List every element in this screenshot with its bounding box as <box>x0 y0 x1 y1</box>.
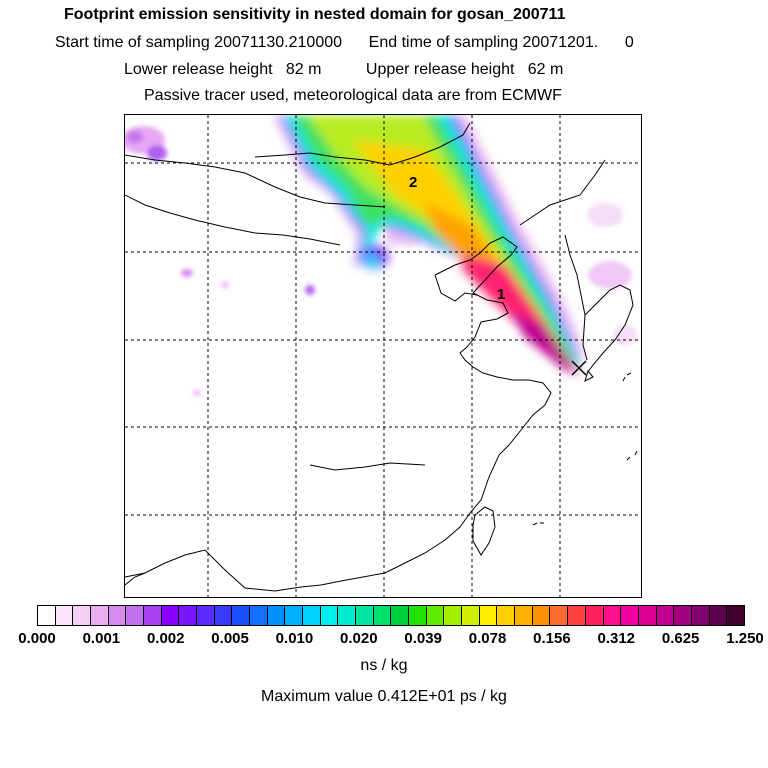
colorbar-tick-label: 0.156 <box>533 630 571 647</box>
colorbar-segment <box>338 606 357 625</box>
colorbar-segment <box>232 606 251 625</box>
colorbar-segment <box>462 606 480 625</box>
x-marker <box>571 360 587 376</box>
colorbar-segment <box>320 606 339 625</box>
colorbar-tick-label: 0.020 <box>340 630 378 647</box>
colorbar-tick-label: 0.000 <box>18 630 56 647</box>
colorbar-segment <box>285 606 304 625</box>
colorbar-segment <box>55 606 74 625</box>
colorbar-segment <box>426 606 445 625</box>
colorbar-segment <box>303 606 321 625</box>
release-heights: Lower release height 82 m Upper release … <box>124 61 564 78</box>
map-title: Footprint emission sensitivity in nested… <box>64 6 566 23</box>
colorbar-segment <box>38 606 56 625</box>
colorbar-segment <box>515 606 533 625</box>
colorbar-tick-label: 1.250 <box>726 630 764 647</box>
colorbar-unit: ns / kg <box>360 657 408 674</box>
colorbar-segment <box>126 606 145 625</box>
colorbar-segment <box>214 606 233 625</box>
footprint-plume <box>273 115 587 373</box>
label-1: 1 <box>497 286 505 303</box>
colorbar-tick-label: 0.001 <box>82 630 121 647</box>
colorbar-tick-label: 0.002 <box>146 630 185 647</box>
colorbar <box>37 605 745 626</box>
colorbar-tick-label: 0.005 <box>211 630 249 647</box>
colorbar-tick-label: 0.078 <box>468 630 507 647</box>
tracer-info: Passive tracer used, meteorological data… <box>144 87 562 104</box>
colorbar-segment <box>444 606 463 625</box>
colorbar-segment <box>391 606 410 625</box>
sampling-times: Start time of sampling 20071130.210000 E… <box>55 34 634 51</box>
gridlines <box>125 115 641 597</box>
colorbar-segment <box>108 606 127 625</box>
colorbar-tick-label: 0.039 <box>404 630 442 647</box>
colorbar-segment <box>373 606 392 625</box>
colorbar-segment <box>179 606 198 625</box>
colorbar-segment <box>267 606 286 625</box>
colorbar-tick-label: 0.010 <box>275 630 314 647</box>
maximum-value: Maximum value 0.412E+01 ps / kg <box>261 688 507 705</box>
colorbar-segment <box>479 606 498 625</box>
colorbar-segment <box>638 606 657 625</box>
footprint-map: 1 2 <box>124 114 642 598</box>
colorbar-segment <box>497 606 516 625</box>
colorbar-segment <box>656 606 675 625</box>
colorbar-segment <box>585 606 604 625</box>
colorbar-segment <box>691 606 710 625</box>
colorbar-segment <box>674 606 692 625</box>
colorbar-segment <box>621 606 639 625</box>
map-canvas: 1 2 <box>125 115 641 597</box>
colorbar-segment <box>73 606 92 625</box>
colorbar-tick-label: 0.625 <box>661 630 700 647</box>
colorbar-segment <box>197 606 215 625</box>
colorbar-segment <box>727 606 744 625</box>
colorbar-segment <box>356 606 374 625</box>
colorbar-tick-label: 0.312 <box>597 630 636 647</box>
colorbar-segment <box>568 606 586 625</box>
colorbar-segment <box>709 606 728 625</box>
colorbar-segment <box>250 606 268 625</box>
colorbar-segment <box>532 606 551 625</box>
colorbar-segment <box>144 606 162 625</box>
colorbar-segment <box>91 606 109 625</box>
colorbar-segment <box>409 606 427 625</box>
colorbar-segment <box>161 606 180 625</box>
label-2: 2 <box>409 174 417 191</box>
colorbar-segment <box>603 606 622 625</box>
colorbar-segment <box>550 606 569 625</box>
